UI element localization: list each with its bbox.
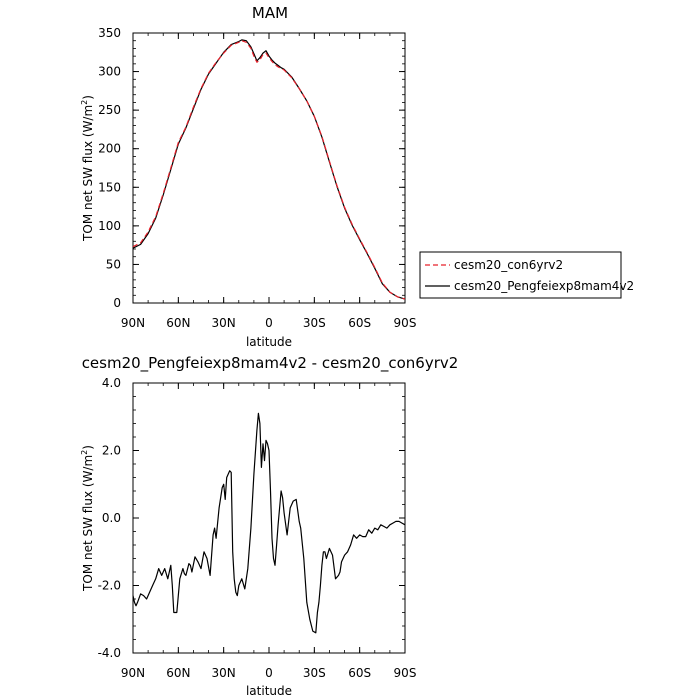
top-y-tick-label: 50 (106, 257, 121, 271)
bottom-y-tick-label: 2.0 (102, 444, 121, 458)
top-y-tick-label: 250 (98, 103, 121, 117)
bottom-y-tick-label: 4.0 (102, 376, 121, 390)
bottom-x-tick-label: 30N (212, 666, 236, 680)
legend-box (419, 251, 622, 299)
top-x-tick-label: 30S (303, 316, 326, 330)
top-series-line-cesm20_con6yrv2 (132, 40, 406, 300)
top-plot-frame (132, 32, 406, 304)
bottom-x-tick-label: 90S (394, 666, 417, 680)
bottom-panel: cesm20_Pengfeiexp8mam4v2 - cesm20_con6yr… (80, 354, 458, 698)
bottom-chart-title: cesm20_Pengfeiexp8mam4v2 - cesm20_con6yr… (82, 354, 459, 373)
bottom-x-tick-label: 60S (348, 666, 371, 680)
top-series-line-cesm20_Pengfeiexp8mam4v2 (132, 39, 406, 300)
bottom-x-tick-label: 30S (303, 666, 326, 680)
bottom-y-tick-label: 0.0 (102, 511, 121, 525)
top-y-tick-label: 100 (98, 219, 121, 233)
legend: cesm20_con6yrv2 cesm20_Pengfeiexp8mam4v2 (419, 251, 634, 299)
bottom-y-axis-label: TOM net SW flux (W/m2) (80, 445, 95, 592)
top-chart-title: MAM (252, 4, 288, 22)
top-x-tick-label: 90S (394, 316, 417, 330)
bottom-x-tick-label: 0 (265, 666, 273, 680)
bottom-x-tick-label: 90N (121, 666, 145, 680)
bottom-x-axis-label: latitude (246, 684, 292, 698)
top-panel: MAM 90N 60N 30N 0 30S 60S 90S 0 50 100 150 200 250 30… (80, 4, 634, 349)
top-y-tick-label: 300 (98, 65, 121, 79)
top-x-tick-label: 90N (121, 316, 145, 330)
bottom-series-line-difference (132, 412, 406, 634)
top-x-axis-label: latitude (246, 335, 292, 349)
bottom-y-tick-label: -4.0 (98, 646, 121, 660)
legend-label-con6yrv2: cesm20_con6yrv2 (454, 258, 563, 272)
top-x-tick-label: 0 (265, 316, 273, 330)
top-x-tick-label: 60N (166, 316, 190, 330)
top-x-tick-label: 30N (212, 316, 236, 330)
top-y-tick-label: 350 (98, 26, 121, 40)
top-y-axis-label: TOM net SW flux (W/m2) (80, 95, 95, 242)
top-y-tick-label: 0 (113, 296, 121, 310)
top-x-tick-label: 60S (348, 316, 371, 330)
bottom-y-tick-label: -2.0 (98, 579, 121, 593)
legend-label-pengfei: cesm20_Pengfeiexp8mam4v2 (454, 279, 634, 293)
bottom-x-tick-label: 60N (166, 666, 190, 680)
top-y-tick-label: 200 (98, 142, 121, 156)
top-y-tick-label: 150 (98, 180, 121, 194)
